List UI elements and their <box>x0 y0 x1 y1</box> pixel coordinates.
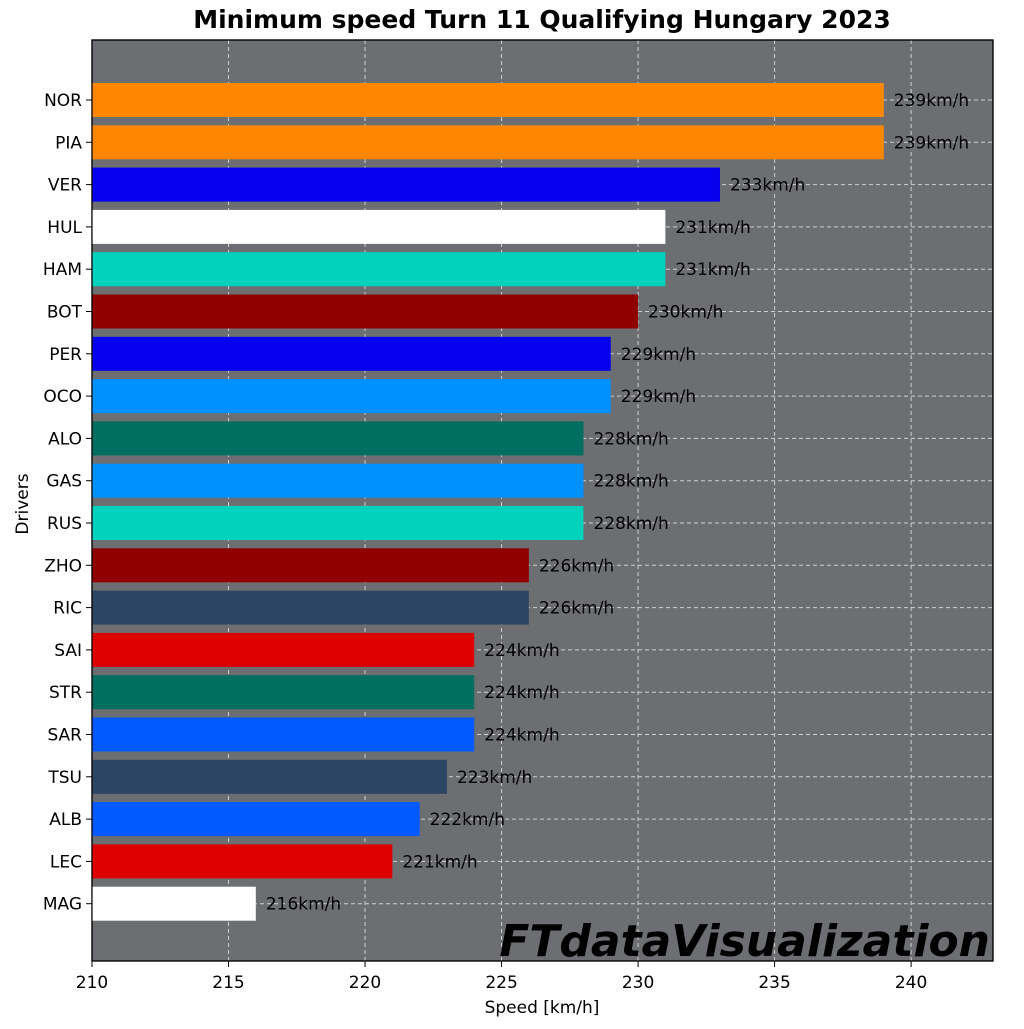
y-tick-label-alo: ALO <box>48 429 82 449</box>
y-axis-ticks: NOR PIA VER HUL HAM BOT PER OCO ALO GAS RUS ZHO RIC S… <box>43 91 92 915</box>
x-tick-label-230: 230 <box>622 973 654 993</box>
x-tick-label-215: 215 <box>212 973 244 993</box>
bar-tsu <box>92 759 447 794</box>
y-tick-label-str: STR <box>49 683 82 703</box>
y-tick-label-zho: ZHO <box>44 556 82 576</box>
bar-sai <box>92 632 475 667</box>
bar-per <box>92 336 611 371</box>
bar-mag <box>92 886 256 921</box>
x-tick-label-240: 240 <box>895 973 927 993</box>
bar-bot <box>92 294 639 329</box>
data-label-ric: 226km/h <box>539 599 614 619</box>
data-label-tsu: 223km/h <box>457 768 532 788</box>
chart-title: Minimum speed Turn 11 Qualifying Hungary… <box>193 5 891 34</box>
y-tick-label-alb: ALB <box>49 810 82 830</box>
y-tick-label-hul: HUL <box>47 218 82 238</box>
y-tick-label-gas: GAS <box>46 472 82 492</box>
data-label-gas: 228km/h <box>593 472 668 492</box>
bar-rus <box>92 506 584 540</box>
y-tick-label-sar: SAR <box>47 726 82 746</box>
y-tick-label-ric: RIC <box>53 599 82 619</box>
data-labels: 239km/h 239km/h 233km/h 231km/h 231km/h 230km… <box>266 91 969 915</box>
data-label-nor: 239km/h <box>894 91 969 111</box>
x-tick-label-210: 210 <box>76 973 108 993</box>
y-tick-label-sai: SAI <box>54 641 82 661</box>
bar-ham <box>92 252 666 287</box>
bar-pia <box>92 125 884 160</box>
y-tick-label-tsu: TSU <box>47 768 82 788</box>
bar-ver <box>92 167 720 202</box>
data-label-oco: 229km/h <box>621 387 696 407</box>
data-label-alb: 222km/h <box>430 810 505 830</box>
y-tick-label-mag: MAG <box>43 895 82 915</box>
y-tick-label-ham: HAM <box>43 260 82 280</box>
data-label-mag: 216km/h <box>266 895 341 915</box>
y-tick-label-rus: RUS <box>47 514 82 534</box>
y-tick-label-bot: BOT <box>47 303 83 323</box>
y-tick-label-lec: LEC <box>50 852 82 872</box>
data-label-bot: 230km/h <box>648 303 723 323</box>
x-axis-ticks: 210 215 220 225 230 235 240 <box>76 961 927 993</box>
y-axis-label: Drivers <box>13 473 33 534</box>
bar-alo <box>92 421 584 456</box>
y-tick-label-pia: PIA <box>55 133 82 153</box>
bars <box>92 83 884 921</box>
bar-gas <box>92 463 584 498</box>
x-tick-label-225: 225 <box>485 973 517 993</box>
data-label-sai: 224km/h <box>484 641 559 661</box>
bar-nor <box>92 83 884 117</box>
data-label-hul: 231km/h <box>675 218 750 238</box>
bar-sar <box>92 717 475 752</box>
bar-zho <box>92 548 529 583</box>
plot-frame <box>91 39 994 962</box>
data-label-per: 229km/h <box>621 345 696 365</box>
y-tick-label-ver: VER <box>48 176 82 196</box>
y-tick-label-per: PER <box>49 345 82 365</box>
watermark: FTdataVisualization <box>499 916 990 967</box>
data-label-alo: 228km/h <box>593 429 668 449</box>
data-label-lec: 221km/h <box>402 852 477 872</box>
x-axis-label: Speed [km/h] <box>485 998 600 1018</box>
y-tick-label-oco: OCO <box>43 387 82 407</box>
bar-ric <box>92 590 529 625</box>
x-tick-label-220: 220 <box>349 973 381 993</box>
bar-hul <box>92 209 666 244</box>
data-label-str: 224km/h <box>484 683 559 703</box>
data-label-ver: 233km/h <box>730 176 805 196</box>
data-label-rus: 228km/h <box>593 514 668 534</box>
bar-oco <box>92 379 611 414</box>
data-label-zho: 226km/h <box>539 556 614 576</box>
data-label-pia: 239km/h <box>894 133 969 153</box>
data-label-ham: 231km/h <box>675 260 750 280</box>
bar-lec <box>92 844 393 879</box>
bar-alb <box>92 802 420 837</box>
bar-str <box>92 675 475 710</box>
y-tick-label-nor: NOR <box>44 91 82 111</box>
data-label-sar: 224km/h <box>484 726 559 746</box>
x-tick-label-235: 235 <box>758 973 790 993</box>
